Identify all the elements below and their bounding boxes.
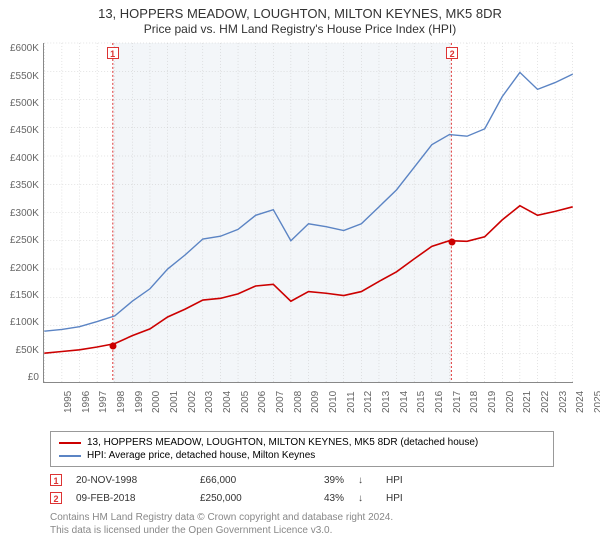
x-tick-label: 2009 [310, 391, 321, 413]
x-tick-label: 2022 [540, 391, 551, 413]
x-axis: 1995 1996 1997 1998 1999 2000 2001 2002 2003 2004… [60, 383, 590, 421]
y-tick-label: £450K [10, 125, 39, 136]
legend: 13, HOPPERS MEADOW, LOUGHTON, MILTON KEY… [50, 431, 554, 467]
x-tick-label: 1997 [98, 391, 109, 413]
legend-swatch [59, 442, 81, 444]
chart-svg [44, 43, 573, 382]
x-tick-label: 2023 [558, 391, 569, 413]
legend-swatch [59, 455, 81, 457]
sale-dir-icon: ↓ [358, 493, 372, 504]
x-tick-label: 2015 [416, 391, 427, 413]
y-tick-label: £300K [10, 208, 39, 219]
x-tick-label: 2001 [169, 391, 180, 413]
legend-label: HPI: Average price, detached house, Milt… [87, 450, 315, 461]
footer-line2: This data is licensed under the Open Gov… [50, 524, 554, 537]
sale-date: 09-FEB-2018 [76, 493, 186, 504]
x-tick-label: 2004 [222, 391, 233, 413]
x-tick-label: 2018 [469, 391, 480, 413]
y-tick-label: £600K [10, 43, 39, 54]
sale-row: 2 09-FEB-2018 £250,000 43% ↓ HPI [50, 489, 554, 507]
x-tick-label: 2014 [399, 391, 410, 413]
x-tick-label: 2003 [204, 391, 215, 413]
sale-n: 1 [50, 474, 62, 486]
x-tick-label: 2002 [187, 391, 198, 413]
legend-label: 13, HOPPERS MEADOW, LOUGHTON, MILTON KEY… [87, 437, 478, 448]
sale-ref: HPI [386, 493, 403, 504]
sales-table: 1 20-NOV-1998 £66,000 39% ↓ HPI 2 09-FEB-2018 £2… [50, 471, 554, 507]
y-tick-label: £250K [10, 235, 39, 246]
x-tick-label: 2010 [328, 391, 339, 413]
sale-row: 1 20-NOV-1998 £66,000 39% ↓ HPI [50, 471, 554, 489]
legend-item: 13, HOPPERS MEADOW, LOUGHTON, MILTON KEY… [59, 436, 545, 449]
title-line1: 13, HOPPERS MEADOW, LOUGHTON, MILTON KEY… [10, 6, 590, 22]
sale-dir-icon: ↓ [358, 475, 372, 486]
sale-price: £66,000 [200, 475, 280, 486]
y-tick-label: £400K [10, 153, 39, 164]
x-tick-label: 2020 [505, 391, 516, 413]
footer: Contains HM Land Registry data © Crown c… [50, 511, 554, 537]
y-tick-label: £550K [10, 71, 39, 82]
sale-point [109, 342, 116, 349]
sale-n: 2 [50, 492, 62, 504]
x-tick-label: 2025 [593, 391, 600, 413]
y-tick-label: £0 [28, 372, 39, 383]
sale-price: £250,000 [200, 493, 280, 504]
x-tick-label: 2024 [575, 391, 586, 413]
sale-ref: HPI [386, 475, 403, 486]
y-tick-label: £100K [10, 317, 39, 328]
x-tick-label: 2008 [293, 391, 304, 413]
footer-line1: Contains HM Land Registry data © Crown c… [50, 511, 554, 524]
x-tick-label: 2016 [434, 391, 445, 413]
x-tick-label: 2000 [151, 391, 162, 413]
chart: £600K £550K £500K £450K £400K £350K £300K £250K… [10, 43, 590, 383]
y-tick-label: £200K [10, 263, 39, 274]
y-tick-label: £350K [10, 180, 39, 191]
sale-pct: 43% [294, 493, 344, 504]
x-tick-label: 1999 [134, 391, 145, 413]
x-tick-label: 2006 [257, 391, 268, 413]
x-tick-label: 2012 [363, 391, 374, 413]
sale-point [449, 238, 456, 245]
x-tick-label: 1996 [81, 391, 92, 413]
y-tick-label: £500K [10, 98, 39, 109]
x-tick-label: 2005 [240, 391, 251, 413]
y-tick-label: £150K [10, 290, 39, 301]
x-tick-label: 2017 [452, 391, 463, 413]
sale-marker-label: 2 [446, 47, 458, 59]
plot-area: 12 [43, 43, 573, 383]
x-tick-label: 2011 [346, 392, 357, 414]
x-tick-label: 2019 [487, 391, 498, 413]
sale-marker-label: 1 [107, 47, 119, 59]
y-axis: £600K £550K £500K £450K £400K £350K £300K £250K… [10, 43, 43, 383]
x-tick-label: 2007 [275, 391, 286, 413]
legend-item: HPI: Average price, detached house, Milt… [59, 449, 545, 462]
x-tick-label: 1998 [116, 391, 127, 413]
title-line2: Price paid vs. HM Land Registry's House … [10, 22, 590, 37]
sale-pct: 39% [294, 475, 344, 486]
x-tick-label: 1995 [63, 391, 74, 413]
x-tick-label: 2021 [522, 391, 533, 413]
x-tick-label: 2013 [381, 391, 392, 413]
sale-date: 20-NOV-1998 [76, 475, 186, 486]
y-tick-label: £50K [16, 345, 39, 356]
